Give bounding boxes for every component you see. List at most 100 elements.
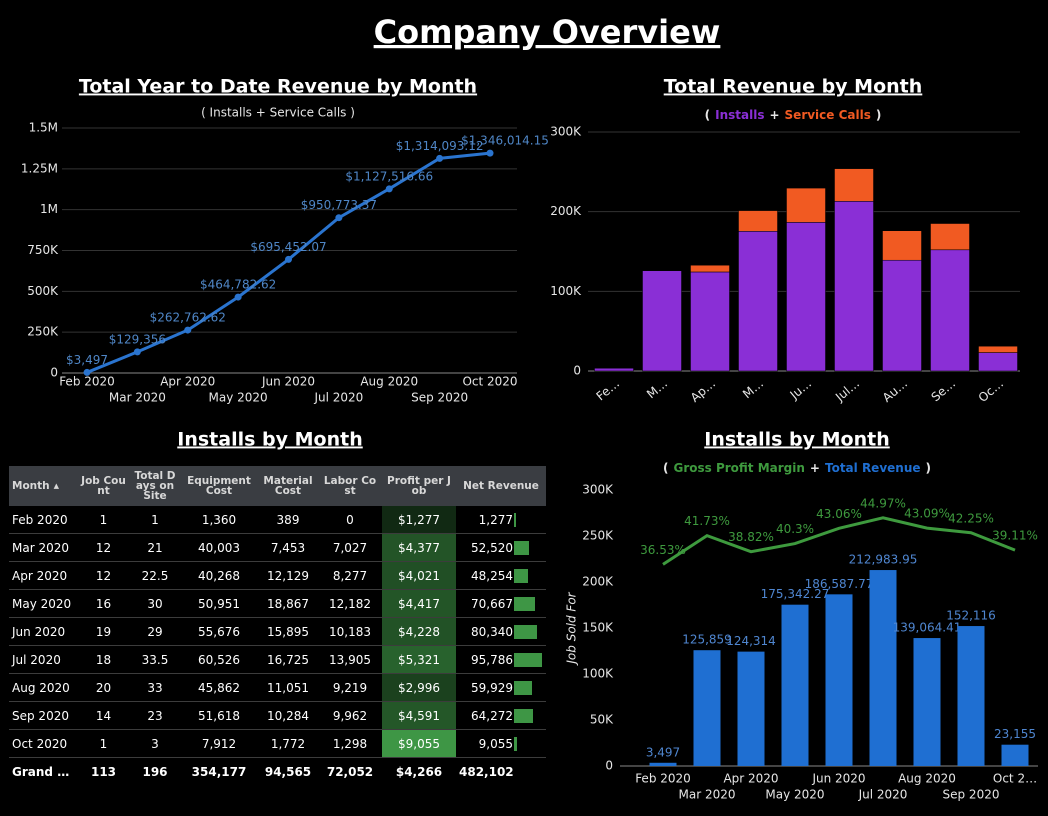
y-tick-label: 250K bbox=[582, 529, 614, 543]
table-cell: 45,862 bbox=[198, 680, 240, 695]
cell-text: 52,520 bbox=[471, 540, 513, 555]
column-header: Labor Cost bbox=[318, 466, 382, 506]
table-cell: 30 bbox=[147, 596, 163, 611]
header-text: Total Days on Site bbox=[134, 470, 176, 502]
y-axis-label: Job Sold For bbox=[565, 591, 579, 665]
table-row: Mar 2020 12 21 40,003 7,453 7,027 $4,377 52,520 bbox=[9, 534, 546, 562]
header-row: Month ▲ Job Count Total Days on Site Equipme… bbox=[9, 466, 546, 506]
data-label: 36.53% bbox=[640, 543, 686, 557]
table-cell: 94,565 bbox=[264, 765, 312, 779]
bar-segment bbox=[930, 249, 970, 372]
x-tick-label: Jul… bbox=[832, 376, 862, 404]
net-revenue-bar bbox=[514, 680, 532, 695]
point bbox=[234, 293, 242, 301]
table-cell: 16 bbox=[95, 596, 112, 611]
table-cell: 12,129 bbox=[267, 568, 309, 583]
header-text: Month bbox=[12, 480, 50, 492]
legend-entry: Installs bbox=[715, 108, 764, 122]
table-cell: $4,021 bbox=[382, 562, 456, 589]
table-cell: $4,417 bbox=[382, 590, 456, 617]
table-row: Feb 2020 1 1 1,360 389 0 $1,277 1,277 bbox=[9, 506, 546, 534]
table-cell: 19 bbox=[95, 624, 112, 639]
table-cell: 60,526 bbox=[198, 652, 240, 667]
table-cell: 33 bbox=[147, 680, 163, 695]
header-text: Job Count bbox=[81, 475, 126, 497]
x-tick-label: Se… bbox=[928, 376, 958, 404]
x-tick-label: Sep 2020 bbox=[411, 391, 468, 405]
table-cell: 10,284 bbox=[267, 708, 309, 723]
header-text: Material Cost bbox=[263, 475, 313, 497]
point bbox=[335, 214, 343, 222]
chart-title: Total Year to Date Revenue by Month bbox=[79, 76, 477, 98]
x-tick-label: Oct 2… bbox=[993, 772, 1037, 786]
table-cell: 14 bbox=[95, 708, 112, 723]
y-tick-label: 750K bbox=[27, 243, 59, 257]
table-cell: 50,951 bbox=[198, 596, 240, 611]
table-cell: 48,254 bbox=[456, 562, 546, 589]
data-label: 43.09% bbox=[904, 507, 950, 521]
data-label: $695,452.07 bbox=[250, 240, 326, 254]
net-revenue-bar bbox=[514, 568, 529, 583]
net-revenue-bar bbox=[514, 540, 530, 555]
column-header[interactable]: Month ▲ bbox=[9, 466, 77, 506]
table-cell: 33.5 bbox=[141, 652, 169, 667]
bar-segment bbox=[978, 352, 1018, 372]
data-label: 38.82% bbox=[728, 530, 774, 544]
bar-segment bbox=[834, 168, 874, 202]
x-tick-label: Jul 2020 bbox=[313, 391, 363, 405]
y-tick-label: 50K bbox=[590, 713, 614, 727]
cell-text: 70,667 bbox=[471, 596, 513, 611]
net-revenue-bar bbox=[514, 596, 535, 611]
header-text: Profit per Job bbox=[387, 475, 451, 497]
table-cell: 7,453 bbox=[270, 540, 306, 555]
bar-segment bbox=[786, 222, 826, 372]
bar bbox=[693, 650, 721, 766]
table-cell: 20 bbox=[95, 680, 112, 695]
subtitle-part: ( bbox=[705, 108, 710, 122]
point bbox=[83, 368, 91, 376]
column-header: Material Cost bbox=[258, 466, 318, 506]
table-cell: $4,266 bbox=[395, 765, 443, 779]
table-cell: 1,772 bbox=[270, 736, 306, 751]
data-label: 124,314 bbox=[726, 634, 776, 648]
x-tick-label: Apr 2020 bbox=[723, 772, 778, 786]
table-cell: 12,182 bbox=[329, 596, 371, 611]
point bbox=[385, 185, 393, 193]
table-cell: 16,725 bbox=[267, 652, 309, 667]
table-cell: 354,177 bbox=[191, 765, 247, 779]
table-cell: 3 bbox=[151, 736, 159, 751]
bar-segment bbox=[930, 223, 970, 251]
x-tick-label: Oct 2020 bbox=[462, 375, 517, 389]
table-cell: 9,055 bbox=[456, 730, 546, 757]
point bbox=[486, 149, 494, 157]
data-label: 23,155 bbox=[994, 727, 1036, 741]
data-label: $1,314,093.12 bbox=[396, 139, 484, 153]
table-row: Jul 2020 18 33.5 60,526 16,725 13,905 $5,321 95… bbox=[9, 646, 546, 674]
table-cell: 113 bbox=[90, 765, 117, 779]
y-tick-label: 300K bbox=[582, 483, 614, 497]
data-label: $262,762.62 bbox=[150, 311, 226, 325]
y-tick-label: 100K bbox=[550, 284, 582, 298]
table-cell: Aug 2020 bbox=[12, 681, 70, 695]
data-label: 44.97% bbox=[860, 496, 906, 510]
bar-segment bbox=[690, 264, 730, 273]
table-cell: 22.5 bbox=[141, 568, 169, 583]
data-label: $1,346,014.15 bbox=[461, 134, 549, 148]
line bbox=[662, 516, 1016, 566]
subtitle-part: + bbox=[769, 108, 779, 122]
bar bbox=[957, 626, 985, 766]
legend-entry: Gross Profit Margin bbox=[673, 461, 804, 475]
table-cell: 80,340 bbox=[456, 618, 546, 645]
table-cell: 1,277 bbox=[456, 506, 546, 533]
bar-segment bbox=[594, 367, 634, 372]
data-label: $1,127,516.66 bbox=[345, 169, 433, 183]
legend-entry: Service Calls bbox=[785, 108, 871, 122]
point bbox=[184, 326, 192, 334]
data-label: 3,497 bbox=[646, 745, 680, 759]
chart-title: Total Revenue by Month bbox=[664, 76, 923, 98]
x-tick-label: M… bbox=[644, 376, 670, 401]
bar bbox=[913, 638, 941, 766]
table-cell: 1 bbox=[99, 512, 108, 527]
table-cell: 1,298 bbox=[332, 736, 368, 751]
sort-indicator: ▲ bbox=[53, 482, 60, 490]
